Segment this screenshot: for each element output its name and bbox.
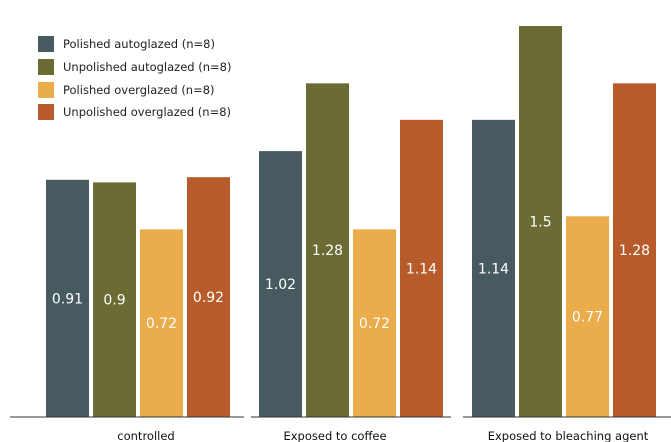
bar-value-label: 1.14 xyxy=(406,261,437,277)
bar-value-label: 1.28 xyxy=(312,243,343,259)
bar xyxy=(566,216,609,417)
legend-label: Polished overglazed (n=8) xyxy=(63,82,215,97)
bar xyxy=(140,229,183,417)
bar xyxy=(519,26,562,417)
bar-value-label: 1.02 xyxy=(265,277,296,293)
bar-value-label: 1.28 xyxy=(619,243,650,259)
bar xyxy=(187,177,230,417)
legend-swatch xyxy=(38,104,54,121)
legend-item-unpolished-autoglazed: Unpolished autoglazed (n=8) xyxy=(38,56,231,79)
bar xyxy=(400,119,443,417)
category-label: Exposed to coffee xyxy=(283,429,386,442)
category-label: controlled xyxy=(117,429,174,442)
legend: Polished autoglazed (n=8) Unpolished aut… xyxy=(38,33,231,124)
legend-label: Polished autoglazed (n=8) xyxy=(63,37,215,52)
bar xyxy=(472,119,515,417)
bar-value-label: 0.72 xyxy=(359,316,390,332)
bar xyxy=(259,151,302,417)
bar-value-label: 1.5 xyxy=(529,215,551,231)
bar xyxy=(613,83,656,417)
legend-item-polished-autoglazed: Polished autoglazed (n=8) xyxy=(38,33,231,56)
legend-swatch xyxy=(38,59,54,76)
bar-value-label: 1.14 xyxy=(478,261,509,277)
legend-label: Unpolished overglazed (n=8) xyxy=(63,105,232,120)
category-label: Exposed to bleaching agent xyxy=(488,429,649,442)
legend-swatch xyxy=(38,36,54,53)
bar xyxy=(306,83,349,417)
bar xyxy=(46,179,89,417)
legend-item-unpolished-overglazed: Unpolished overglazed (n=8) xyxy=(38,101,231,124)
bar-value-label: 0.92 xyxy=(193,290,224,306)
bar xyxy=(93,182,136,417)
bar xyxy=(353,229,396,417)
legend-swatch xyxy=(38,81,54,98)
legend-label: Unpolished autoglazed (n=8) xyxy=(63,60,232,75)
legend-item-polished-overglazed: Polished overglazed (n=8) xyxy=(38,78,231,101)
bar-value-label: 0.72 xyxy=(146,316,177,332)
bar-value-label: 0.9 xyxy=(103,293,125,309)
bar-value-label: 0.91 xyxy=(52,291,83,307)
bar-value-label: 0.77 xyxy=(572,310,603,326)
